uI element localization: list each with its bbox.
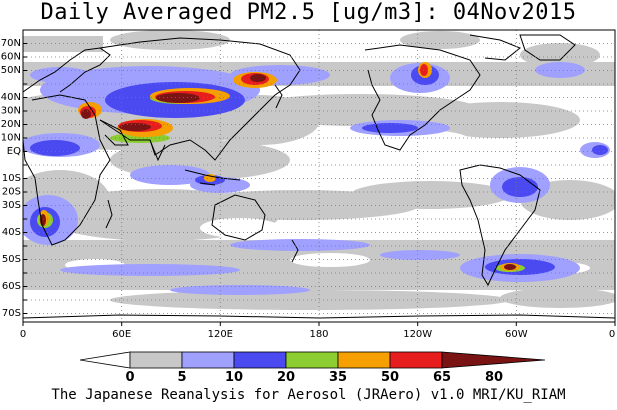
map-title: Daily Averaged PM2.5 [ug/m3]: 04Nov2015 xyxy=(40,0,577,25)
colorbar-segment xyxy=(233,351,287,369)
lon-label: 180 xyxy=(309,329,328,340)
colorbar-segment xyxy=(181,351,235,369)
colorbar-segment xyxy=(441,351,546,369)
colorbar-segment xyxy=(389,351,443,369)
lat-label: EQ xyxy=(7,146,21,157)
colorbar-label: 50 xyxy=(381,370,399,385)
lat-label: 60N xyxy=(1,52,21,63)
lon-label: 0 xyxy=(609,329,615,340)
colorbar-label: 0 xyxy=(125,370,134,385)
colorbar-label: 65 xyxy=(433,370,451,385)
lat-label: 70S xyxy=(2,308,21,319)
longitude-labels: 0 60E 120E 180 120W 60W 0 xyxy=(20,329,615,340)
colorbar-segment xyxy=(79,351,131,369)
lon-label: 120W xyxy=(403,329,432,340)
lat-label: 50S xyxy=(2,254,21,265)
footer-credit: The Japanese Reanalysis for Aerosol (JRA… xyxy=(51,387,566,403)
lat-label: 40S xyxy=(2,227,21,238)
lat-label: 60S xyxy=(2,281,21,292)
lon-label: 120E xyxy=(208,329,233,340)
lat-label: 40N xyxy=(1,92,21,103)
axis-ticks xyxy=(22,43,616,326)
lat-label: 70N xyxy=(1,38,21,49)
colorbar-labels: 0 5 10 20 35 50 65 80 xyxy=(125,370,503,385)
lat-label: 30S xyxy=(2,200,21,211)
lon-label: 0 xyxy=(20,329,26,340)
latitude-labels: 70N 60N 50N 40N 30N 20N 10N EQ 10S 20S 3… xyxy=(1,38,21,319)
lon-label: 60E xyxy=(112,329,131,340)
colorbar-label: 20 xyxy=(277,370,295,385)
lat-label: 20N xyxy=(1,119,21,130)
lat-label: 30N xyxy=(1,106,21,117)
lon-label: 60W xyxy=(505,329,528,340)
lat-label: 10N xyxy=(1,133,21,144)
colorbar-label: 5 xyxy=(177,370,186,385)
lat-label: 20S xyxy=(2,187,21,198)
colorbar xyxy=(79,351,546,369)
coastlines xyxy=(23,34,615,319)
colorbar-segment xyxy=(337,351,391,369)
colorbar-segment xyxy=(285,351,339,369)
colorbar-label: 10 xyxy=(225,370,243,385)
colorbar-label: 80 xyxy=(485,370,503,385)
grid-lines xyxy=(23,30,615,322)
lat-label: 10S xyxy=(2,173,21,184)
colorbar-segment xyxy=(129,351,183,369)
lat-label: 50N xyxy=(1,65,21,76)
colorbar-label: 35 xyxy=(329,370,347,385)
